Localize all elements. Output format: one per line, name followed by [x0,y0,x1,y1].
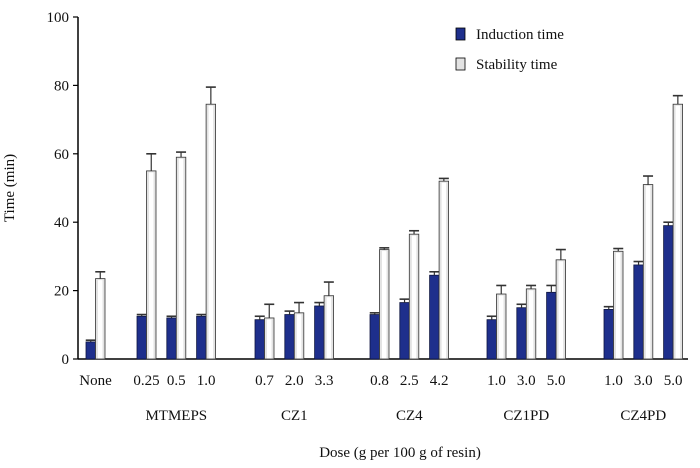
bar-highlight [296,314,302,359]
legend: Induction time Stability time [455,27,564,73]
x-tick-label: 0.25 [133,373,159,389]
x-tick-label: 0.8 [370,373,389,389]
x-labels: None 0.25 0.5 1.0 MTMEPS 0.7 2.0 3.3 CZ1 0.8 2.5 4.… [79,373,682,424]
bar-induction-time [136,315,147,360]
bar-induction-time [254,319,265,360]
y-tick-label: 40 [54,215,69,231]
bar-highlight [326,297,332,359]
x-tick-label: 2.0 [285,373,304,389]
bar-induction-time [399,302,410,360]
x-tick-label: 5.0 [664,373,683,389]
y-tick-label: 0 [62,352,70,368]
y-ticks: 0 20 40 60 80 100 [47,10,78,368]
x-tick-label: 4.2 [430,373,449,389]
x-tick-label: 1.0 [487,373,506,389]
legend-swatch-stability-time [455,57,466,71]
bar-induction-time [516,307,527,360]
bar-highlight [411,235,417,359]
x-tick-label: None [79,373,112,389]
bar-highlight [267,319,272,359]
group-label: CZ4PD [620,408,666,424]
group-label: CZ1PD [503,408,549,424]
x-axis-title: Dose (g per 100 g of resin) [319,445,481,461]
group-label: CZ4 [396,408,423,424]
y-tick-label: 100 [47,10,70,26]
group-label: CZ1 [281,408,308,424]
bar-highlight [382,251,387,359]
bar-highlight [528,290,534,359]
bar-highlight [558,261,564,359]
bar-highlight [149,172,154,359]
legend-label-stability-time: Stability time [476,57,558,73]
bar-highlight [98,280,103,359]
bar-highlight [178,158,184,359]
bar-induction-time [486,319,497,360]
bar-highlight [675,105,681,359]
bar-induction-time [633,264,644,360]
bar-induction-time [603,309,614,360]
bar-induction-time [663,225,674,360]
legend-swatch-induction-time [455,27,466,41]
bar-induction-time [284,314,295,360]
x-tick-label: 5.0 [547,373,566,389]
x-tick-label: 1.0 [197,373,216,389]
x-tick-label: 0.5 [167,373,186,389]
bar-highlight [616,252,621,359]
bar-induction-time [369,314,380,360]
legend-label-induction-time: Induction time [476,27,564,43]
y-tick-label: 80 [54,78,69,94]
x-tick-label: 2.5 [400,373,419,389]
y-axis-title: Time (min) [2,154,18,222]
group-label: MTMEPS [145,408,207,424]
bar-highlight [645,186,651,359]
x-tick-label: 1.0 [604,373,623,389]
bar-highlight [441,182,447,359]
y-tick-label: 60 [54,147,69,163]
x-tick-label: 3.0 [634,373,653,389]
bar-highlight [208,105,214,359]
bar-induction-time [166,317,177,360]
bar-induction-time [314,305,325,360]
x-tick-label: 0.7 [255,373,274,389]
bar-induction-time [196,315,207,360]
x-tick-label: 3.0 [517,373,536,389]
bar-highlight [499,295,504,359]
bar-induction-time [85,341,96,360]
x-tick-label: 3.3 [315,373,334,389]
y-tick-label: 20 [54,284,69,300]
bars [85,86,683,360]
bar-induction-time [546,291,557,360]
bar-induction-time [429,274,440,360]
